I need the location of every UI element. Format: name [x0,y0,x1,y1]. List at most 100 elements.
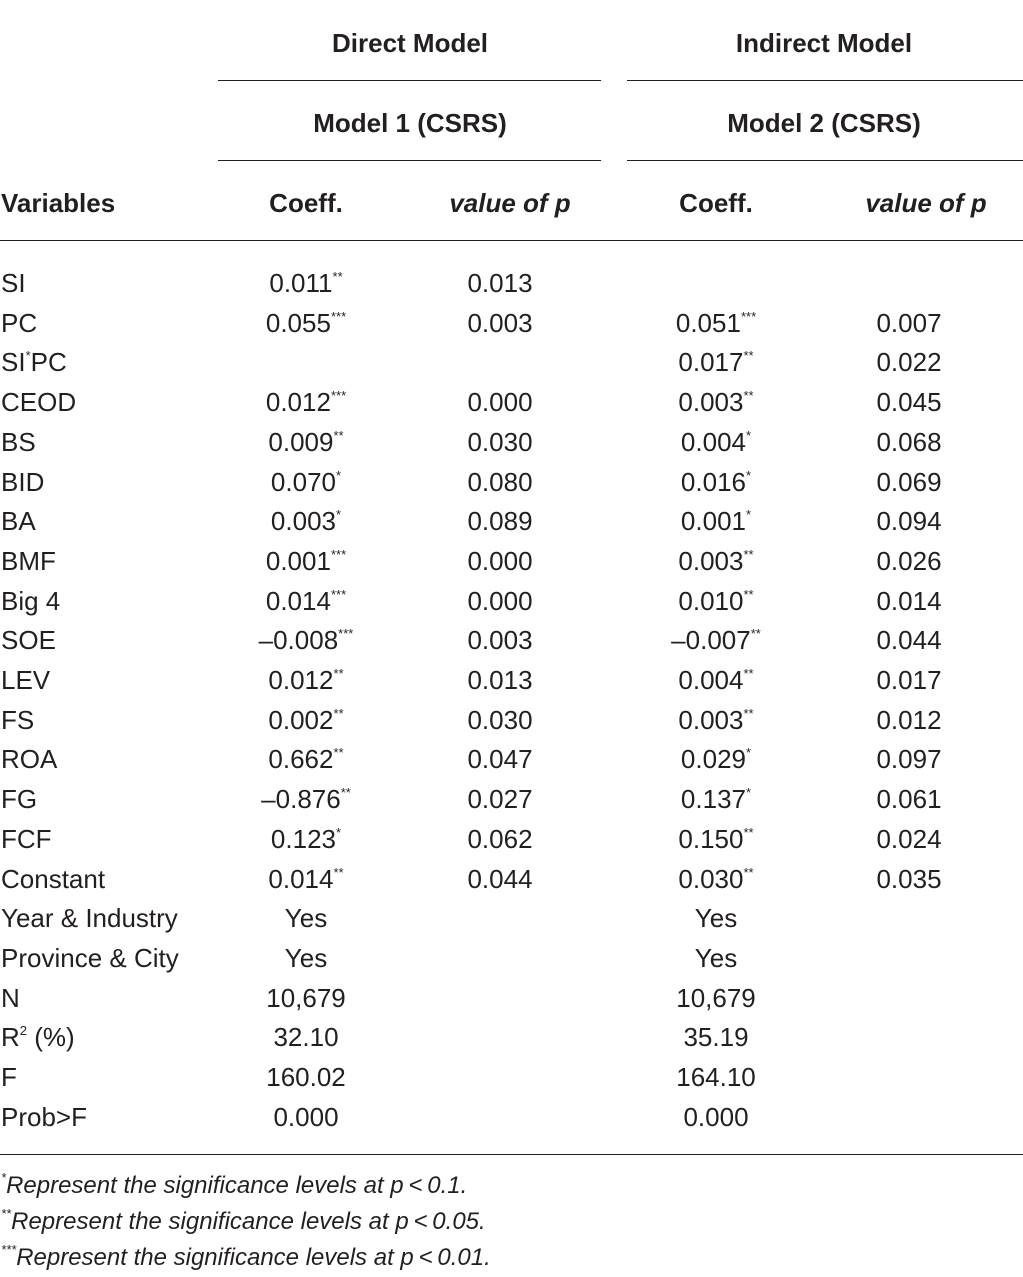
variable-cell: LEV [1,665,51,695]
coeff-cell: 0.000 [683,1102,749,1132]
pvalue-cell: 0.000 [467,546,533,576]
coeff-cell: 0.003** [678,387,754,417]
variable-cell: ROA [1,744,58,774]
variable-cell: SOE [1,625,56,655]
coeff-cell: Yes [694,943,738,973]
pvalue-cell: 0.069 [876,467,942,497]
variable-cell: SI*PC [1,347,67,377]
coeff-cell: 0.009** [268,427,344,457]
coeff-cell: 0.017** [678,347,754,377]
significance-marker: * [336,825,342,840]
significance-marker: * [746,507,752,522]
pvalue1-header: value of p [449,188,571,218]
pvalue-cell: 0.013 [467,268,533,298]
pvalue-cell: 0.024 [876,824,942,854]
pvalue-cell: 0.014 [876,586,942,616]
variable-cell: Year & Industry [1,903,178,933]
pvalue-cell: 0.080 [467,467,533,497]
significance-marker: ** [743,348,754,363]
pvalue-cell: 0.017 [876,665,942,695]
significance-marker: ** [743,388,754,403]
footnote-2: **Represent the significance levels at p… [1,1206,486,1235]
significance-marker: *** [338,626,354,641]
significance-marker: ** [743,825,754,840]
header-bottom-rule [0,240,1023,241]
coeff-cell: 10,679 [266,983,346,1013]
significance-marker: ** [743,587,754,602]
coeff-cell: 164.10 [676,1062,756,1092]
significance-marker: * [746,745,752,760]
variable-cell: Big 4 [1,586,61,616]
pvalue-cell: 0.027 [467,784,533,814]
coeff-cell: 0.012*** [265,387,347,417]
pvalue-cell: 0.026 [876,546,942,576]
pvalue-cell: 0.030 [467,705,533,735]
coeff-cell: 0.000 [273,1102,339,1132]
coeff-cell: 0.004** [678,665,754,695]
coeff-cell: Yes [694,903,738,933]
indirect-model-rule [627,80,1023,81]
pvalue-cell: 0.062 [467,824,533,854]
coeff-cell: 0.051*** [675,308,757,338]
variable-cell: CEOD [1,387,77,417]
coeff-cell: 0.029* [680,744,752,774]
coeff-cell: 0.014** [268,864,344,894]
pvalue-cell: 0.097 [876,744,942,774]
pvalue-cell: 0.061 [876,784,942,814]
footnote-3: ***Represent the significance levels at … [1,1242,491,1271]
pvalue-cell: 0.003 [467,625,533,655]
pvalue-cell: 0.089 [467,506,533,536]
pvalue-cell: 0.022 [876,347,942,377]
pvalue-cell: 0.012 [876,705,942,735]
pvalue-cell: 0.000 [467,586,533,616]
variable-cell: F [1,1062,17,1092]
significance-marker: ** [333,865,344,880]
significance-marker: * [746,785,752,800]
significance-marker: *** [330,388,347,403]
coeff-cell: Yes [284,903,328,933]
significance-marker: ** [333,706,344,721]
significance-marker: ** [743,865,754,880]
significance-marker: * [336,468,342,483]
significance-marker: ** [333,745,344,760]
coeff-cell: 0.003** [678,546,754,576]
pvalue-cell: 0.013 [467,665,533,695]
significance-marker: ** [743,547,754,562]
direct-model-rule [218,80,601,81]
coeff-cell: 0.070* [270,467,342,497]
coeff-cell: 0.662** [268,744,344,774]
variable-cell: FCF [1,824,52,854]
indirect-model-header: Indirect Model [735,28,913,58]
pvalue-cell: 0.045 [876,387,942,417]
coeff-cell: –0.008*** [258,625,354,655]
variable-cell: SI [1,268,26,298]
pvalue-cell: 0.047 [467,744,533,774]
model1-header: Model 1 (CSRS) [313,108,507,138]
coeff-cell: 0.011** [269,268,343,298]
coeff-cell: 0.010** [678,586,754,616]
coeff-cell: 0.014*** [265,586,347,616]
significance-marker: * [746,428,752,443]
coeff-cell: 0.001* [680,506,752,536]
significance-marker: ** [743,706,754,721]
coeff-cell: 32.10 [273,1022,339,1052]
variable-cell: FS [1,705,35,735]
coeff-cell: 0.137* [680,784,752,814]
significance-marker: ** [743,666,754,681]
pvalue-cell: 0.007 [876,308,942,338]
pvalue-cell: 0.003 [467,308,533,338]
coeff1-header: Coeff. [269,188,343,218]
coeff-cell: 35.19 [683,1022,749,1052]
coeff-cell: 0.055*** [265,308,347,338]
significance-marker: *** [330,587,347,602]
pvalue-cell: 0.030 [467,427,533,457]
pvalue-cell: 0.044 [467,864,533,894]
variable-cell: BS [1,427,36,457]
coeff-cell: 0.003* [270,506,342,536]
model2-header: Model 2 (CSRS) [727,108,921,138]
variables-header: Variables [1,188,116,218]
pvalue-cell: 0.044 [876,625,942,655]
pvalue-cell: 0.068 [876,427,942,457]
significance-marker: *** [330,547,347,562]
pvalue2-header: value of p [865,188,987,218]
